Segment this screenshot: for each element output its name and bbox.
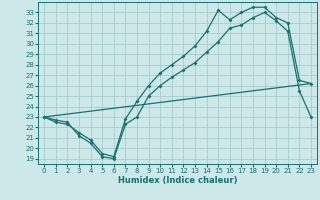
X-axis label: Humidex (Indice chaleur): Humidex (Indice chaleur) [118, 176, 237, 185]
